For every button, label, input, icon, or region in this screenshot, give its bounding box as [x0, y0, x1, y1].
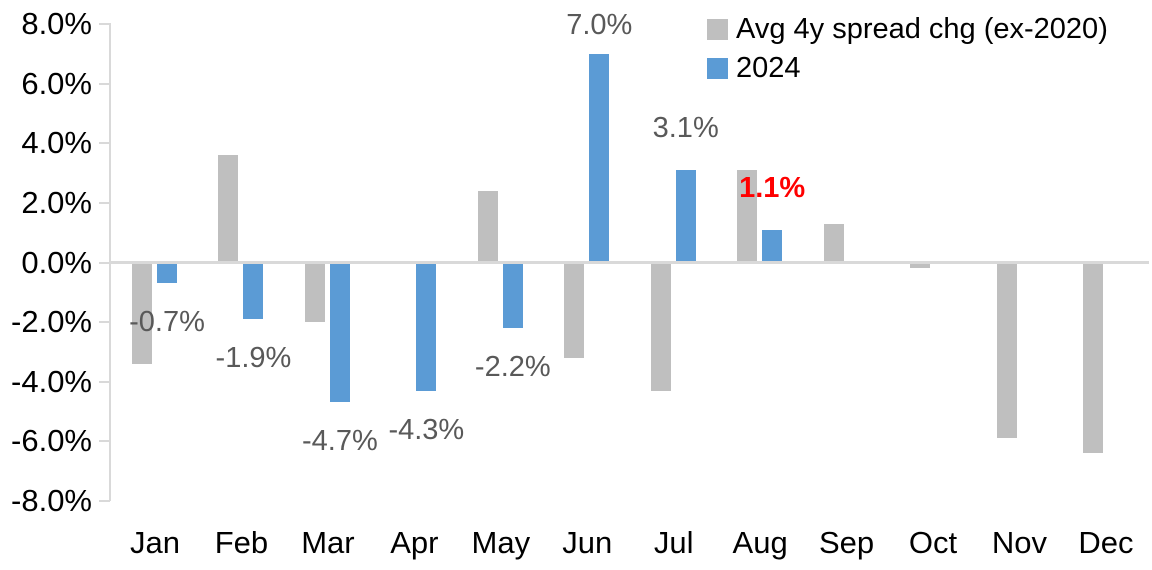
legend-swatch-avg-spread-icon — [707, 18, 728, 40]
zero-line — [109, 261, 1149, 264]
bar-avg-spread-jun — [564, 262, 585, 358]
y-axis-tick — [99, 201, 110, 204]
data-label-jun: 7.0% — [566, 9, 633, 41]
month-label-jul: Jul — [653, 525, 694, 560]
legend-swatch-2024-icon — [707, 57, 728, 79]
y-axis-tick-label: 0.0% — [21, 244, 92, 280]
data-label-aug: 1.1% — [739, 171, 806, 204]
y-axis-tick — [99, 499, 110, 502]
y-axis-tick — [99, 440, 110, 443]
y-axis-tick-label: -6.0% — [11, 423, 92, 459]
y-axis-tick — [99, 380, 110, 383]
month-label-oct: Oct — [908, 525, 958, 560]
legend: Avg 4y spread chg (ex-2020) 2024 — [707, 12, 1108, 85]
month-label-sep: Sep — [819, 525, 875, 560]
bar-avg-spread-feb — [218, 155, 239, 263]
month-label-nov: Nov — [991, 525, 1048, 560]
y-axis-tick — [99, 321, 110, 324]
bar-avg-spread-sep — [823, 223, 844, 263]
bar-2024-aug — [762, 229, 783, 263]
month-label-dec: Dec — [1078, 525, 1134, 560]
bar-avg-spread-jan — [132, 262, 152, 364]
y-axis-tick — [99, 142, 110, 145]
data-label-may: -2.2% — [474, 351, 551, 384]
y-axis-tick-label: -4.0% — [11, 363, 92, 399]
data-label-mar: -4.7% — [302, 425, 378, 458]
y-axis-tick-label: -2.0% — [11, 304, 92, 340]
data-label-jan: -0.7% — [129, 306, 205, 339]
y-axis-tick-label: 2.0% — [21, 184, 92, 220]
legend-label-2024: 2024 — [736, 52, 801, 84]
legend-item-2024: 2024 — [707, 51, 1108, 85]
y-axis-tick — [99, 23, 110, 26]
y-axis-tick — [99, 82, 110, 85]
y-axis-tick-label: 4.0% — [21, 125, 92, 161]
month-label-may: May — [471, 525, 531, 560]
y-axis-tick-label: -8.0% — [11, 482, 92, 518]
bar-2024-mar — [329, 262, 350, 403]
bar-avg-spread-nov — [996, 262, 1017, 439]
bar-avg-spread-may — [477, 191, 498, 263]
bar-avg-spread-dec — [1082, 262, 1103, 454]
data-label-apr: -4.3% — [388, 413, 465, 446]
bar-2024-feb — [243, 262, 264, 320]
bar-avg-spread-jul — [650, 262, 671, 391]
month-label-mar: Mar — [301, 525, 355, 560]
bar-avg-spread-oct — [910, 262, 931, 269]
month-label-aug: Aug — [732, 525, 788, 560]
y-axis-tick — [99, 261, 110, 264]
bar-avg-spread-mar — [304, 262, 325, 323]
data-label-jul: 3.1% — [652, 112, 719, 145]
y-axis-tick-label: 8.0% — [21, 6, 92, 42]
legend-item-avg-spread: Avg 4y spread chg (ex-2020) — [707, 12, 1108, 46]
y-axis-tick-label: 6.0% — [21, 65, 92, 101]
bar-2024-apr — [416, 262, 437, 391]
bar-avg-spread-aug — [737, 170, 758, 263]
bar-2024-jan — [157, 262, 177, 284]
month-label-apr: Apr — [390, 525, 439, 560]
bar-2024-may — [502, 262, 523, 329]
month-label-jun: Jun — [562, 525, 613, 560]
bar-2024-jul — [675, 170, 696, 263]
month-label-feb: Feb — [214, 525, 269, 560]
legend-label-avg-spread: Avg 4y spread chg (ex-2020) — [736, 13, 1108, 45]
month-label-jan: Jan — [130, 525, 180, 560]
data-label-feb: -1.9% — [215, 342, 292, 375]
bar-2024-jun — [589, 54, 610, 263]
